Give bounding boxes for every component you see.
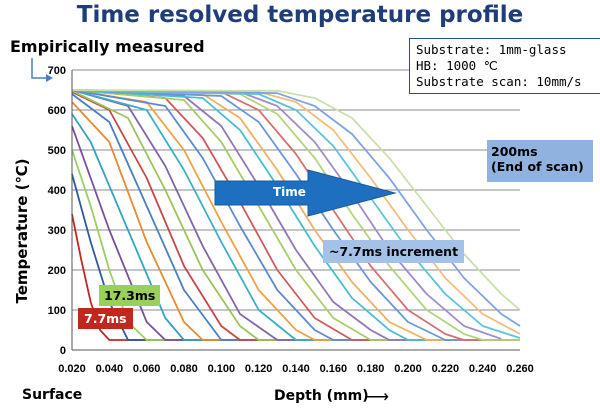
series-line	[71, 89, 520, 341]
x-tick-label: 0.100	[208, 363, 236, 375]
series-line	[71, 213, 520, 341]
x-tick-label: 0.040	[96, 363, 124, 375]
series-line	[71, 89, 521, 311]
info-hb: HB: 1000 ℃	[416, 58, 498, 73]
increment-label: ~7.7ms increment	[323, 240, 465, 263]
x-tick-label: 0.140	[282, 363, 310, 375]
end-scan-label: 200ms (End of scan)	[487, 140, 593, 182]
series-line	[71, 89, 520, 341]
series-line	[71, 89, 520, 341]
series-line	[71, 91, 520, 341]
series-line	[71, 89, 520, 341]
y-tick-label: 500	[48, 145, 66, 157]
y-tick-labels: 0 100 200 300 400 500 600 700	[48, 65, 66, 357]
series-line	[71, 89, 520, 341]
x-tick-label: 0.180	[357, 363, 385, 375]
x-tick-label: 0.240	[469, 363, 497, 375]
info-substrate: Substrate: 1mm-glass	[416, 42, 567, 57]
end-scan-text: (End of scan)	[491, 159, 584, 174]
series-line	[71, 89, 520, 341]
x-tick-label: 0.200	[394, 363, 422, 375]
x-tick-label: 0.220	[432, 363, 460, 375]
x-tick-label: 0.060	[133, 363, 161, 375]
series-line	[71, 113, 520, 341]
empirical-label: Empirically measured	[10, 37, 205, 56]
axes	[71, 70, 520, 351]
y-tick-label: 100	[48, 305, 66, 317]
x-tick-label: 0.160	[320, 363, 348, 375]
series-line	[71, 89, 520, 341]
label-7ms: 7.7ms	[78, 308, 133, 329]
series-line	[71, 89, 520, 341]
x-tick-label: 0.080	[170, 363, 198, 375]
x-tick-label: 0.260	[506, 363, 534, 375]
series-line	[71, 89, 520, 341]
temperature-curves	[71, 89, 521, 341]
x-tick-label: 0.120	[245, 363, 273, 375]
y-tick-label: 600	[48, 105, 66, 117]
x-axis-label: Depth (mm)	[274, 388, 369, 404]
y-tick-label: 400	[48, 185, 66, 197]
info-box: Substrate: 1mm-glass HB: 1000 ℃ Substrat…	[409, 38, 600, 94]
page-title: Time resolved temperature profile	[76, 2, 524, 28]
y-axis-label: Temperature (℃)	[13, 158, 31, 304]
info-scan: Substrate scan: 10mm/s	[416, 74, 582, 89]
series-line	[71, 89, 520, 341]
depth-arrow-icon: ⟶	[366, 389, 389, 406]
series-line	[71, 89, 521, 327]
time-arrow	[214, 169, 397, 217]
end-scan-time: 200ms	[491, 144, 538, 159]
series-line	[71, 89, 520, 341]
series-line	[71, 89, 520, 341]
y-tick-label: 0	[60, 345, 66, 357]
x-tick-labels: 0.020 0.040 0.060 0.080 0.100 0.120 0.140 0.160…	[58, 363, 534, 375]
y-tick-label: 200	[48, 265, 66, 277]
x-tick-label: 0.020	[58, 363, 86, 375]
series-line	[71, 89, 521, 335]
y-tick-label: 700	[48, 65, 66, 77]
y-tick-label: 300	[48, 225, 66, 237]
surface-label: Surface	[22, 387, 83, 403]
time-arrow-label: Time	[273, 185, 306, 199]
empirical-arrow	[31, 58, 46, 79]
empirical-arrow-head	[46, 74, 53, 82]
series-line	[71, 125, 520, 341]
label-17ms: 17.3ms	[99, 285, 161, 306]
